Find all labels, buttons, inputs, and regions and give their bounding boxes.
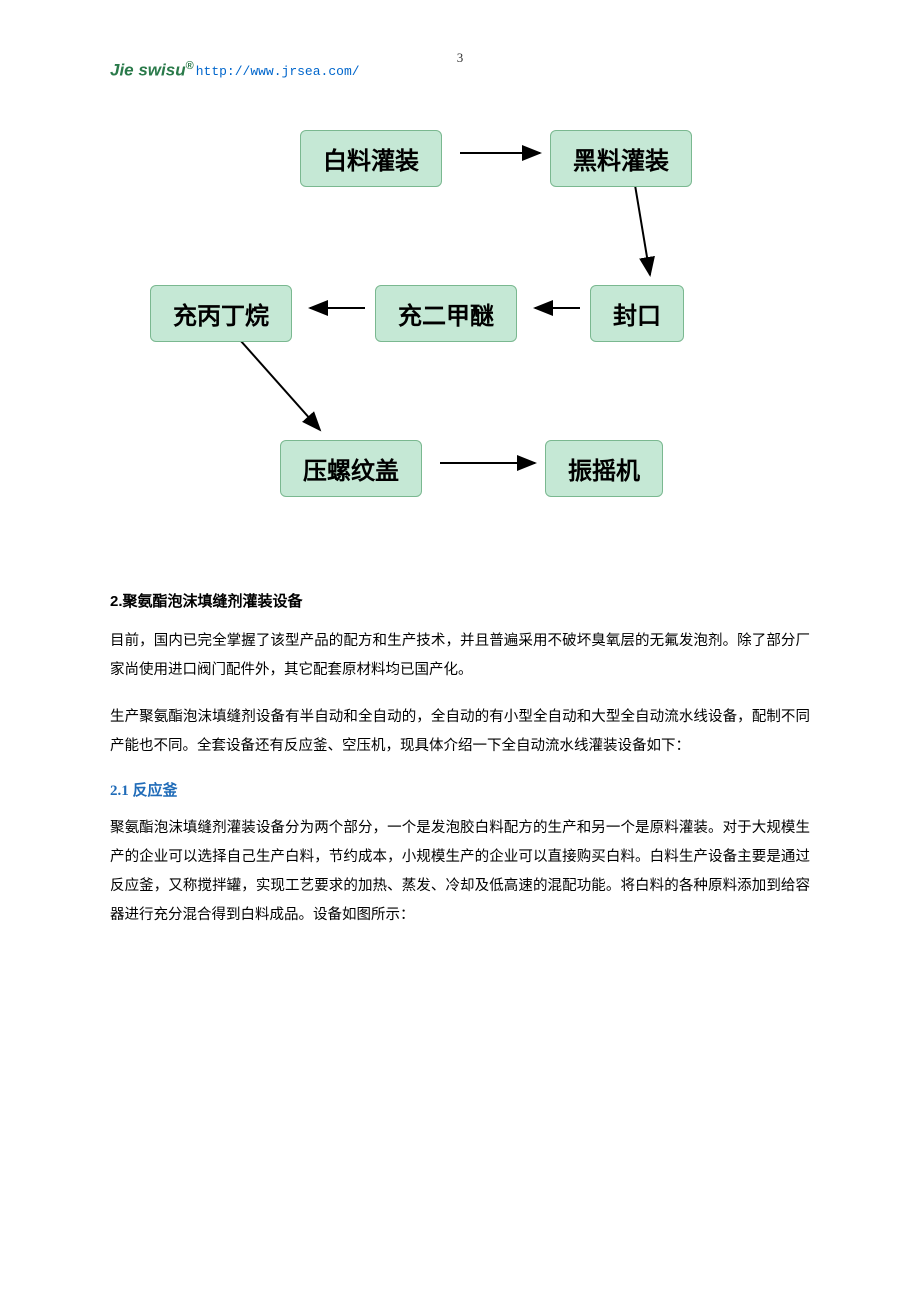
- document-page: Jie swisu® http://www.jrsea.com/ 3 白料灌装 黑…: [0, 0, 920, 1008]
- logo: Jie swisu®: [110, 60, 194, 80]
- flow-node-n1: 白料灌装: [300, 130, 442, 187]
- flow-node-n7: 振摇机: [545, 440, 663, 497]
- process-flowchart: 白料灌装 黑料灌装充丙丁烷 充二甲醚 封口压螺纹盖 振摇机: [150, 130, 770, 510]
- section-heading: 2.聚氨酯泡沫填缝剂灌装设备: [110, 590, 810, 611]
- page-number: 3: [457, 50, 464, 66]
- paragraph-3: 聚氨酯泡沫填缝剂灌装设备分为两个部分，一个是发泡胶白料配方的生产和另一个是原料灌…: [110, 814, 810, 930]
- flow-edge: [240, 340, 320, 430]
- page-header: Jie swisu® http://www.jrsea.com/ 3: [110, 60, 810, 80]
- content-body: 2.聚氨酯泡沫填缝剂灌装设备 目前，国内已完全掌握了该型产品的配方和生产技术，并…: [110, 590, 810, 930]
- flow-node-n5: 封口: [590, 285, 684, 342]
- subsection-heading: 2.1 反应釜: [110, 779, 810, 800]
- paragraph-1: 目前，国内已完全掌握了该型产品的配方和生产技术，并且普遍采用不破坏臭氧层的无氟发…: [110, 627, 810, 685]
- flow-edge: [635, 185, 650, 275]
- flow-node-n6: 压螺纹盖: [280, 440, 422, 497]
- flow-node-n2: 黑料灌装: [550, 130, 692, 187]
- logo-text: Jie swisu: [110, 60, 186, 79]
- flow-node-n3: 充丙丁烷: [150, 285, 292, 342]
- paragraph-2: 生产聚氨酯泡沫填缝剂设备有半自动和全自动的，全自动的有小型全自动和大型全自动流水…: [110, 703, 810, 761]
- logo-registered: ®: [186, 60, 194, 72]
- header-url[interactable]: http://www.jrsea.com/: [196, 64, 360, 79]
- flow-node-n4: 充二甲醚: [375, 285, 517, 342]
